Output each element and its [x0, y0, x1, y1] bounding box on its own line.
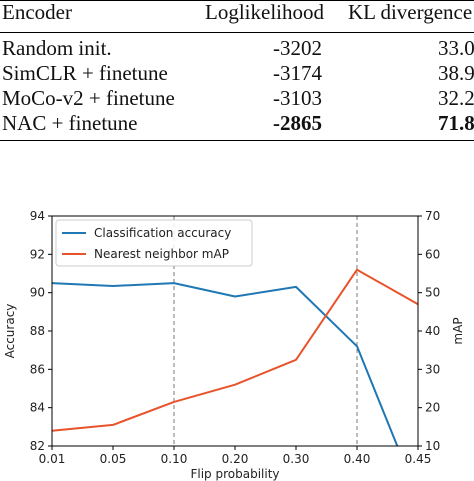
- row-loglikelihood: -3103: [273, 86, 322, 110]
- row-encoder: SimCLR + finetune: [2, 61, 168, 85]
- legend-label: Classification accuracy: [94, 226, 231, 240]
- y-tick-label: 94: [30, 209, 45, 223]
- row-loglikelihood: -2865: [273, 111, 322, 135]
- series-line: [51, 282, 399, 447]
- y2-tick-label: 70: [425, 209, 440, 223]
- x-tick-label: 0.05: [100, 452, 127, 466]
- header-encoder: Encoder: [2, 0, 72, 24]
- y2-tick-label: 20: [425, 401, 440, 415]
- line-chart: 0.01 0.05 0.10 0.20 0.30 0.40 0.45 82 84 86 88 90 92…: [3, 209, 465, 481]
- y2-tick-label: 40: [425, 324, 440, 338]
- results-table: Encoder Loglikelihood KL divergence Rand…: [0, 0, 474, 150]
- y2-tick-label: 10: [425, 439, 440, 453]
- series-line: [51, 268, 419, 432]
- x-tick-label: 0.40: [344, 452, 371, 466]
- x-axis-label: Flip probability: [190, 467, 279, 481]
- x-tick-label: 0.10: [161, 452, 188, 466]
- row-encoder: MoCo-v2 + finetune: [2, 86, 175, 110]
- x-tick-label: 0.20: [222, 452, 249, 466]
- y-tick-label: 90: [30, 286, 45, 300]
- y2-tick-label: 60: [425, 247, 440, 261]
- legend-label: Nearest neighbor mAP: [94, 247, 229, 261]
- y2-tick-label: 50: [425, 286, 440, 300]
- y2-axis-label: mAP: [451, 317, 465, 344]
- header-loglikelihood: Loglikelihood: [205, 0, 324, 24]
- row-encoder: NAC + finetune: [2, 111, 138, 135]
- x-tick-label: 0.45: [405, 452, 432, 466]
- x-tick-label: 0.01: [39, 452, 66, 466]
- row-loglikelihood: -3174: [273, 61, 322, 85]
- row-kl: 33.0: [438, 36, 474, 60]
- row-kl: 38.9: [438, 61, 474, 85]
- y-tick-label: 88: [30, 324, 45, 338]
- legend-box: [55, 219, 253, 267]
- row-loglikelihood: -3202: [273, 36, 322, 60]
- y-axis-label: Accuracy: [3, 304, 17, 359]
- row-kl: 71.8: [438, 111, 474, 135]
- row-kl: 32.2: [438, 86, 474, 110]
- y-tick-label: 84: [30, 401, 45, 415]
- y-tick-label: 92: [30, 247, 45, 261]
- table-bottom-rule: [0, 140, 474, 141]
- table-top-rule: [0, 0, 474, 1]
- header-kl-divergence: KL divergence: [348, 0, 473, 24]
- y2-tick-label: 30: [425, 362, 440, 376]
- x-tick-label: 0.30: [283, 452, 310, 466]
- y-tick-label: 86: [30, 362, 45, 376]
- y-tick-label: 82: [30, 439, 45, 453]
- table-header-rule: [0, 32, 474, 33]
- row-encoder: Random init.: [2, 36, 112, 60]
